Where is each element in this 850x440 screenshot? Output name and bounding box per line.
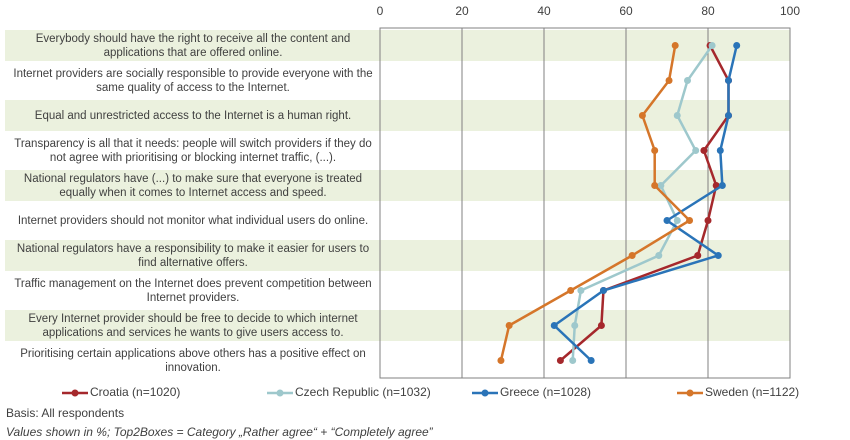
marker [718,182,726,189]
legend-marker [276,389,284,397]
legend-marker [71,389,79,397]
category-label: Equal and unrestricted access to the Int… [34,109,352,122]
legend-marker [686,389,694,397]
marker [567,287,575,294]
category-label: Internet providers should not monitor wh… [17,214,369,227]
marker [725,77,732,84]
marker [497,357,505,364]
marker [684,77,691,84]
legend-label: Sweden (n=1122) [705,385,799,399]
legend-marker [481,389,489,397]
marker [628,252,636,259]
marker [651,147,659,154]
marker [577,287,585,294]
category-label: Transparency is all that it needs: peopl… [14,137,372,164]
series-line [499,45,692,361]
marker [663,217,671,224]
marker [673,112,681,119]
marker [694,252,702,259]
marker [714,252,722,259]
marker [700,147,708,154]
marker [716,147,724,154]
marker [708,42,716,49]
x-tick-label: 20 [455,4,469,18]
row-band [5,100,790,131]
legend-label: Croatia (n=1020) [90,385,180,399]
x-tick-label: 40 [537,4,551,18]
category-label: Every Internet provider should be free t… [28,312,358,339]
category-label: Everybody should have the right to recei… [35,32,351,59]
marker [597,322,605,329]
category-label: National regulators have a responsibilit… [16,242,370,269]
marker [692,147,700,154]
x-tick-label: 100 [780,4,800,18]
category-label: Prioritising certain applications above … [20,347,366,374]
marker [671,42,679,49]
marker [673,217,681,224]
marker [571,322,579,329]
category-label: National regulators have (...) to make s… [23,172,363,199]
row-band [5,310,790,341]
marker [587,357,595,364]
marker [686,217,694,224]
marker [569,357,577,364]
marker [665,77,673,84]
legend-label: Greece (n=1028) [500,385,591,399]
values-note: Values shown in %; Top2Boxes = Category … [6,425,433,439]
marker [704,217,712,224]
marker [599,287,607,294]
basis-note: Basis: All respondents [6,406,125,420]
legend-label: Czech Republic (n=1032) [295,385,431,399]
x-tick-label: 60 [619,4,633,18]
marker [725,112,732,119]
x-tick-label: 0 [377,4,384,18]
marker [651,182,659,189]
marker [733,42,741,49]
category-label: Traffic management on the Internet does … [14,277,372,304]
marker [638,112,646,119]
marker [556,357,564,364]
category-label: Internet providers are socially responsi… [13,67,373,94]
marker [505,322,513,329]
row-band [5,30,790,61]
marker [655,252,663,259]
marker [657,182,665,189]
x-tick-label: 80 [701,4,715,18]
series-line [552,45,738,362]
marker [550,322,558,329]
